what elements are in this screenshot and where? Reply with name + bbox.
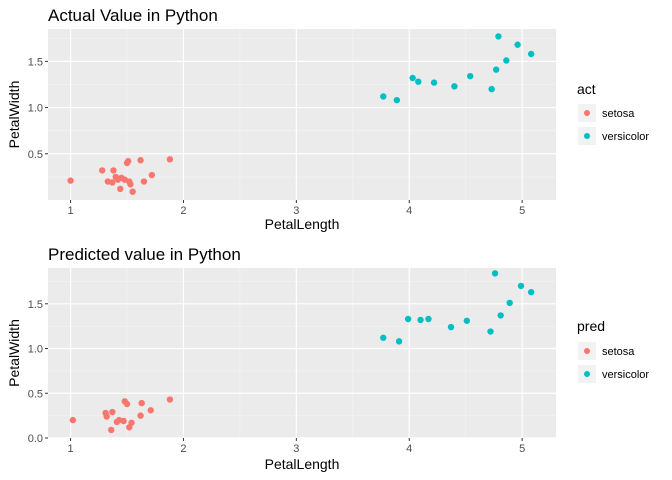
data-point-setosa xyxy=(137,412,144,419)
data-point-setosa xyxy=(147,407,154,414)
data-point-versicolor xyxy=(487,328,494,335)
y-axis-label: PetalWidth xyxy=(6,319,22,387)
legend-title: pred xyxy=(577,318,605,334)
y-tick-label: 0.5 xyxy=(28,149,43,161)
x-tick-label: 2 xyxy=(180,443,186,455)
x-tick-label: 5 xyxy=(519,443,525,455)
data-point-setosa xyxy=(108,426,115,434)
x-tick-label: 4 xyxy=(406,205,412,217)
data-point-setosa xyxy=(109,179,116,186)
x-tick-label: 2 xyxy=(180,205,186,217)
legend: pred setosa versicolor xyxy=(577,318,649,383)
data-point-versicolor xyxy=(492,66,500,73)
data-point-setosa xyxy=(98,167,106,174)
axis-ticks: 1 2 3 4 5 0.5 1.0 1.5 xyxy=(28,56,525,217)
x-axis-label: PetalLength xyxy=(265,456,340,472)
data-point-versicolor xyxy=(417,316,424,324)
data-point-versicolor xyxy=(514,41,521,48)
axis-ticks: 1 2 3 4 5 0.0 0.5 1.0 1.5 xyxy=(28,299,525,455)
data-point-versicolor xyxy=(430,79,438,86)
x-tick-label: 1 xyxy=(68,205,74,217)
data-point-versicolor xyxy=(447,323,455,331)
data-point-setosa xyxy=(67,177,74,184)
data-point-setosa xyxy=(124,157,132,165)
x-tick-label: 5 xyxy=(519,205,525,217)
data-point-versicolor xyxy=(506,299,513,307)
x-tick-label: 3 xyxy=(293,443,299,455)
data-point-versicolor xyxy=(425,315,432,323)
chart-actual: Actual Value in Python 1 2 3 4 5 0.5 1.0 1.5 Pe… xyxy=(6,6,649,232)
grid-lines xyxy=(48,29,556,200)
data-point-setosa xyxy=(166,396,174,403)
data-point-setosa xyxy=(109,408,116,416)
data-point-versicolor xyxy=(380,334,387,341)
legend-key-setosa xyxy=(584,348,590,354)
x-tick-label: 1 xyxy=(68,443,74,455)
legend-label-versicolor: versicolor xyxy=(602,131,649,143)
data-point-versicolor xyxy=(488,85,495,93)
legend-key-setosa xyxy=(584,110,590,116)
data-point-versicolor xyxy=(451,83,458,90)
data-point-setosa xyxy=(69,416,77,424)
data-point-versicolor xyxy=(527,288,535,296)
data-point-versicolor xyxy=(415,78,422,85)
chart-predicted: Predicted value in Python 1 2 3 4 5 0.0 0.5 1.0… xyxy=(6,245,649,472)
data-point-setosa xyxy=(128,419,135,426)
data-point-setosa xyxy=(148,171,156,179)
data-points xyxy=(69,270,535,434)
x-tick-label: 4 xyxy=(406,443,412,455)
data-point-versicolor xyxy=(495,33,502,40)
data-point-setosa xyxy=(166,156,174,163)
panel-background xyxy=(48,268,556,438)
legend-key-versicolor xyxy=(584,371,590,377)
legend-title: act xyxy=(577,81,596,97)
x-tick-label: 3 xyxy=(293,205,299,217)
chart-title: Predicted value in Python xyxy=(48,245,241,264)
data-point-setosa xyxy=(117,185,124,193)
y-tick-label: 1.5 xyxy=(28,299,43,311)
data-point-setosa xyxy=(127,181,134,188)
data-point-setosa xyxy=(103,413,110,420)
data-point-versicolor xyxy=(497,312,504,319)
y-tick-label: 1.0 xyxy=(28,103,43,115)
chart-title: Actual Value in Python xyxy=(48,6,218,25)
data-point-versicolor xyxy=(527,50,535,58)
legend-label-setosa: setosa xyxy=(602,346,635,358)
data-point-setosa xyxy=(123,400,131,408)
data-point-versicolor xyxy=(409,74,416,82)
legend: act setosa versicolor xyxy=(577,81,649,145)
legend-key-versicolor xyxy=(584,133,590,139)
data-point-versicolor xyxy=(380,93,387,100)
panel-background xyxy=(48,29,556,200)
data-point-versicolor xyxy=(467,72,474,80)
y-tick-label: 1.0 xyxy=(28,344,43,356)
data-point-setosa xyxy=(138,399,145,407)
data-point-versicolor xyxy=(517,282,525,290)
data-point-versicolor xyxy=(503,57,510,64)
legend-label-setosa: setosa xyxy=(602,108,635,120)
grid-lines xyxy=(48,268,556,439)
data-point-versicolor xyxy=(393,96,401,104)
data-point-versicolor xyxy=(395,338,403,345)
data-point-setosa xyxy=(140,178,148,185)
data-point-setosa xyxy=(137,157,144,164)
y-tick-label: 1.5 xyxy=(28,56,43,68)
legend-label-versicolor: versicolor xyxy=(602,369,649,381)
x-axis-label: PetalLength xyxy=(265,216,340,232)
data-points xyxy=(67,33,535,195)
y-axis-label: PetalWidth xyxy=(6,81,22,149)
data-point-setosa xyxy=(120,417,127,425)
data-point-versicolor xyxy=(463,317,471,324)
y-tick-label: 0.5 xyxy=(28,388,43,400)
data-point-setosa xyxy=(129,188,136,195)
y-tick-label: 0.0 xyxy=(28,433,43,445)
data-point-versicolor xyxy=(491,270,499,277)
data-point-versicolor xyxy=(404,315,412,323)
data-point-setosa xyxy=(110,167,117,174)
